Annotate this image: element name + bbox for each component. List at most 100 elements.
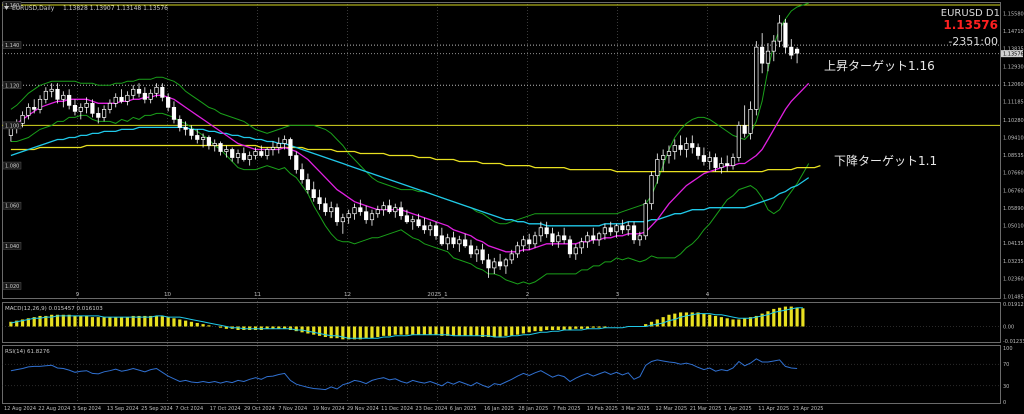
period-separators-layer: 9 10 11 12 2025_1 2 3 4 xyxy=(76,4,710,402)
macd-indicator: 0.019121 0.00 -0.012334 xyxy=(2,302,1024,345)
macd-title: MACD(12,26,9) 0.015457 0.016103 xyxy=(5,306,103,312)
time-tick-label: 25 Sep 2024 xyxy=(141,406,173,412)
price-tick-label: 1.08535 xyxy=(1003,153,1024,159)
candle-bear xyxy=(468,245,474,255)
candle-bull xyxy=(457,239,462,245)
price-tick-label: 1.13835 xyxy=(1003,46,1024,52)
macd-axis-label: 0.00 xyxy=(1003,324,1014,330)
candle-bear xyxy=(218,143,223,152)
candle-bull xyxy=(235,153,241,158)
candle-bull xyxy=(626,225,631,231)
candle-bull xyxy=(428,225,433,231)
macd-axis-label: 0.019121 xyxy=(1003,302,1024,308)
price-tick-label: 1.10280 xyxy=(1003,118,1024,124)
candle-bull xyxy=(719,163,724,168)
candle-bear xyxy=(72,104,78,112)
symbol-timeframe-label: EURUSD,Daily xyxy=(12,5,55,12)
time-tick-label: 19 Nov 2024 xyxy=(313,406,345,412)
candle-bull xyxy=(270,147,276,150)
candle-bear xyxy=(486,259,491,269)
left-level-label: 1.020 xyxy=(5,284,19,290)
candle-bear xyxy=(783,22,788,48)
candle-bull xyxy=(573,247,578,255)
candle-bull xyxy=(672,145,677,152)
candle-bull xyxy=(684,143,689,150)
candle-bear xyxy=(294,155,299,170)
dropdown-arrow-icon[interactable] xyxy=(4,6,9,10)
candle-bear xyxy=(480,249,485,261)
price-tick-label: 1.03235 xyxy=(1003,259,1024,265)
candle-bear xyxy=(695,147,701,156)
candle-bear xyxy=(90,102,95,114)
left-level-tag xyxy=(2,282,22,290)
candle-bull xyxy=(585,235,590,243)
info-bid-price: 1.13576 xyxy=(943,18,998,32)
candle-bull xyxy=(736,125,741,158)
left-level-label: 1.120 xyxy=(5,83,19,89)
price-tick-label: 1.11185 xyxy=(1003,100,1024,106)
candle-bull xyxy=(49,88,54,92)
candle-bull xyxy=(43,90,48,100)
candle-bull xyxy=(200,137,206,140)
candle-bear xyxy=(760,46,765,64)
period-label: 9 xyxy=(76,292,80,298)
left-level-label: 1.100 xyxy=(5,123,19,129)
candle-bull xyxy=(393,207,398,213)
candle-bull xyxy=(515,245,520,255)
candle-bull xyxy=(602,227,608,235)
candle-bull xyxy=(265,149,270,156)
candle-bear xyxy=(701,155,707,162)
candle-bear xyxy=(230,149,235,158)
candle-bull xyxy=(445,237,450,245)
left-level-label: 1.060 xyxy=(5,204,19,210)
bollinger-upper-line xyxy=(10,2,809,225)
candle-bear xyxy=(463,239,468,247)
rsi-axis-label: 100 xyxy=(1003,346,1013,352)
candle-bear xyxy=(433,225,439,237)
candle-bull xyxy=(410,219,415,223)
price-tick-label: 1.02360 xyxy=(1003,277,1024,283)
candle-bull xyxy=(375,209,380,215)
candle-bear xyxy=(725,163,730,166)
candle-bull xyxy=(509,253,514,261)
candle-bull xyxy=(637,235,642,241)
left-level-label: 1.160 xyxy=(5,3,19,9)
candle-bear xyxy=(67,94,72,106)
left-level-tag xyxy=(2,201,22,210)
candle-bear xyxy=(544,227,549,235)
time-tick-label: 7 Feb 2025 xyxy=(553,406,581,412)
period-label: 2025_1 xyxy=(427,292,447,298)
price-tick-label: 1.01485 xyxy=(1003,294,1024,300)
ma-mid-line xyxy=(10,126,810,227)
time-tick-label: 6 Jan 2025 xyxy=(450,406,477,412)
candle-bull xyxy=(730,157,736,166)
candle-bear xyxy=(305,179,311,190)
candle-bull xyxy=(474,249,479,255)
candle-bull xyxy=(532,235,538,245)
candle-bear xyxy=(678,145,683,150)
candle-bear xyxy=(591,235,596,241)
candle-bear xyxy=(136,88,142,94)
time-tick-label: 11 Dec 2024 xyxy=(381,406,413,412)
candle-bull xyxy=(329,207,334,213)
candle-bull xyxy=(113,96,118,104)
candle-bear xyxy=(451,237,456,245)
candle-bull xyxy=(78,107,83,112)
candle-bear xyxy=(288,139,293,156)
candle-bear xyxy=(713,157,718,168)
candle-bear xyxy=(416,219,421,227)
time-tick-label: 19 Feb 2025 xyxy=(587,406,618,412)
left-level-label: 1.080 xyxy=(5,164,19,170)
period-label: 3 xyxy=(616,292,620,298)
main-pane-border xyxy=(2,2,1001,299)
candle-bull xyxy=(777,22,782,42)
left-level-labels: 1.160 1.140 1.120 1.100 1.080 1.060 1.040 1.020 xyxy=(2,1,22,290)
time-tick-label: 23 Dec 2024 xyxy=(415,406,447,412)
candle-bull xyxy=(346,213,351,219)
left-level-tag xyxy=(2,161,22,170)
candle-bear xyxy=(422,225,427,231)
candle-bull xyxy=(492,261,497,269)
candle-bull xyxy=(707,157,712,162)
